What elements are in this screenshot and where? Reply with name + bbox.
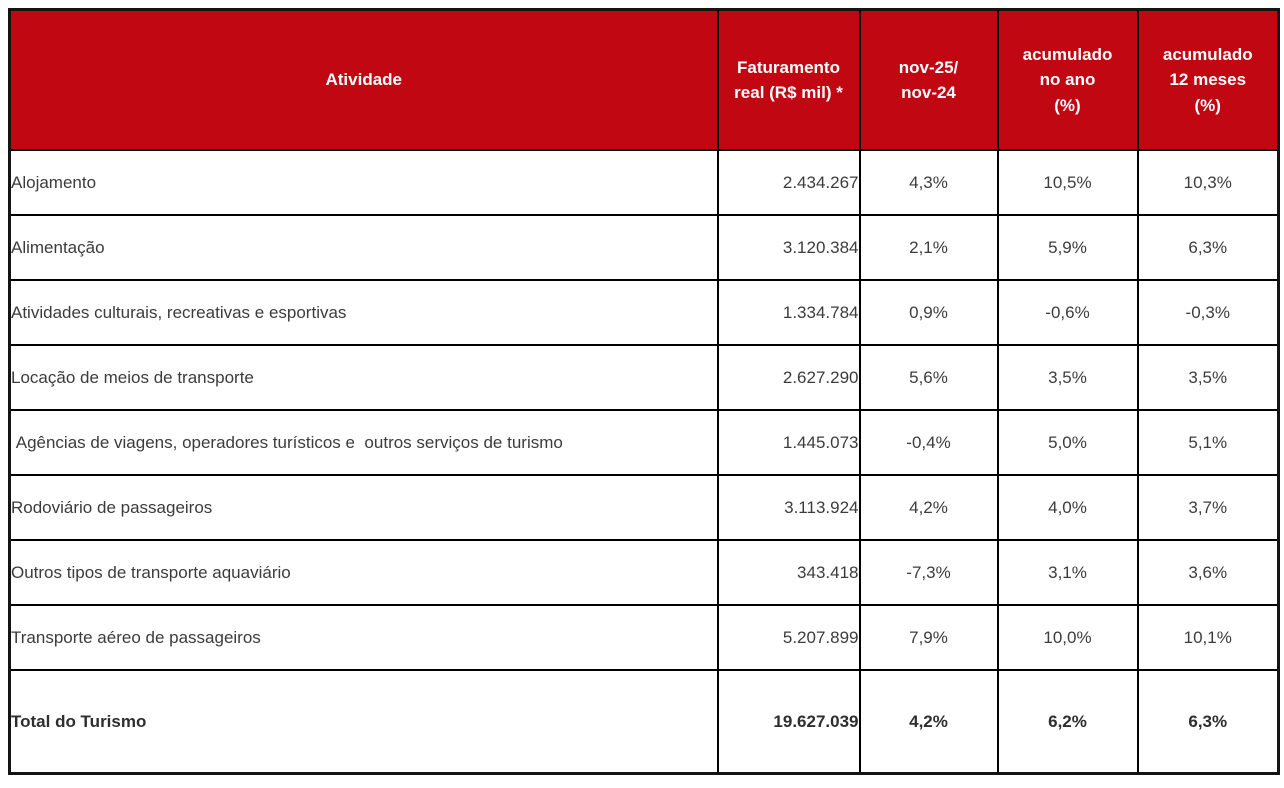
cell-atividade: Rodoviário de passageiros [8,474,719,541]
header-cell-acumulado-12-meses: acumulado 12 meses (%) [1136,8,1280,151]
cell-faturamento: 343.418 [716,539,861,606]
table-row-agencias-viagens: Agências de viagens, operadores turístic… [8,409,1280,476]
cell-acumulado-12m: 3,6% [1136,539,1280,606]
cell-faturamento: 3.120.384 [716,214,861,281]
cell-acumulado-12m: 5,1% [1136,409,1280,476]
cell-total-faturamento: 19.627.039 [716,669,861,775]
table-row-transporte-aquaviario: Outros tipos de transporte aquaviário 34… [8,539,1280,606]
cell-nov25-nov24: -0,4% [858,409,999,476]
cell-acumulado-ano: 3,5% [996,344,1139,411]
cell-acumulado-ano: -0,6% [996,279,1139,346]
header-cell-nov25-nov24: nov-25/ nov-24 [858,8,999,151]
table-row-locacao-transporte: Locação de meios de transporte 2.627.290… [8,344,1280,411]
cell-atividade: Agências de viagens, operadores turístic… [8,409,719,476]
table-body: Alojamento 2.434.267 4,3% 10,5% 10,3% Al… [8,149,1280,775]
cell-total-nov25-nov24: 4,2% [858,669,999,775]
cell-faturamento: 2.627.290 [716,344,861,411]
cell-acumulado-ano: 10,5% [996,149,1139,216]
cell-acumulado-12m: -0,3% [1136,279,1280,346]
cell-nov25-nov24: 4,2% [858,474,999,541]
cell-nov25-nov24: 7,9% [858,604,999,671]
cell-acumulado-12m: 10,3% [1136,149,1280,216]
table-row-atividades-culturais: Atividades culturais, recreativas e espo… [8,279,1280,346]
cell-atividade: Alojamento [8,149,719,216]
cell-atividade: Outros tipos de transporte aquaviário [8,539,719,606]
cell-faturamento: 3.113.924 [716,474,861,541]
cell-atividade: Transporte aéreo de passageiros [8,604,719,671]
cell-acumulado-12m: 10,1% [1136,604,1280,671]
cell-nov25-nov24: 0,9% [858,279,999,346]
cell-nov25-nov24: 4,3% [858,149,999,216]
table-header-row: Atividade Faturamento real (R$ mil) * no… [8,8,1280,151]
table-row-transporte-aereo: Transporte aéreo de passageiros 5.207.89… [8,604,1280,671]
cell-nov25-nov24: -7,3% [858,539,999,606]
cell-acumulado-12m: 3,5% [1136,344,1280,411]
table-header: Atividade Faturamento real (R$ mil) * no… [8,8,1280,151]
cell-total-acumulado-12m: 6,3% [1136,669,1280,775]
cell-faturamento: 2.434.267 [716,149,861,216]
cell-acumulado-ano: 5,9% [996,214,1139,281]
header-cell-atividade: Atividade [8,8,719,151]
cell-nov25-nov24: 2,1% [858,214,999,281]
cell-faturamento: 1.334.784 [716,279,861,346]
cell-faturamento: 1.445.073 [716,409,861,476]
header-cell-acumulado-no-ano: acumulado no ano (%) [996,8,1139,151]
tourism-revenue-table: Atividade Faturamento real (R$ mil) * no… [8,8,1280,775]
cell-atividade: Atividades culturais, recreativas e espo… [8,279,719,346]
table-row-total-turismo: Total do Turismo 19.627.039 4,2% 6,2% 6,… [8,669,1280,775]
header-cell-faturamento-real: Faturamento real (R$ mil) * [716,8,861,151]
cell-acumulado-ano: 4,0% [996,474,1139,541]
cell-acumulado-ano: 5,0% [996,409,1139,476]
cell-nov25-nov24: 5,6% [858,344,999,411]
cell-total-label: Total do Turismo [8,669,719,775]
cell-acumulado-ano: 3,1% [996,539,1139,606]
table-row-alojamento: Alojamento 2.434.267 4,3% 10,5% 10,3% [8,149,1280,216]
table-row-rodoviario: Rodoviário de passageiros 3.113.924 4,2%… [8,474,1280,541]
cell-faturamento: 5.207.899 [716,604,861,671]
cell-total-acumulado-ano: 6,2% [996,669,1139,775]
table-row-alimentacao: Alimentação 3.120.384 2,1% 5,9% 6,3% [8,214,1280,281]
cell-atividade: Locação de meios de transporte [8,344,719,411]
cell-acumulado-ano: 10,0% [996,604,1139,671]
cell-acumulado-12m: 3,7% [1136,474,1280,541]
cell-acumulado-12m: 6,3% [1136,214,1280,281]
cell-atividade: Alimentação [8,214,719,281]
